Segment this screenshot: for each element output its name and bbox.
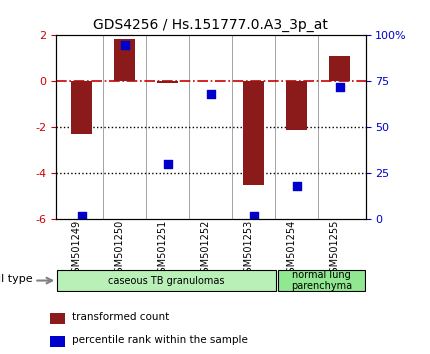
Text: GSM501252: GSM501252 (201, 219, 211, 279)
FancyBboxPatch shape (278, 270, 365, 291)
Text: GSM501250: GSM501250 (115, 219, 125, 279)
Bar (286, 81, 307, 130)
Text: GSM501249: GSM501249 (72, 219, 82, 279)
Bar (329, 56, 350, 81)
Text: caseous TB granulomas: caseous TB granulomas (108, 275, 225, 286)
Text: normal lung
parenchyma: normal lung parenchyma (291, 270, 352, 291)
Title: GDS4256 / Hs.151777.0.A3_3p_at: GDS4256 / Hs.151777.0.A3_3p_at (93, 18, 328, 32)
Point (336, 84, 343, 90)
Bar (50, 336, 65, 347)
Bar (50, 313, 65, 324)
Bar (243, 81, 264, 185)
Bar (157, 81, 178, 82)
FancyBboxPatch shape (57, 270, 276, 291)
Text: percentile rank within the sample: percentile rank within the sample (72, 335, 248, 345)
Point (293, 183, 300, 189)
Text: GSM501253: GSM501253 (244, 219, 254, 279)
Bar (114, 39, 135, 81)
Text: GSM501255: GSM501255 (330, 219, 340, 279)
Text: transformed count: transformed count (72, 312, 169, 322)
Point (78, 213, 85, 219)
Point (164, 161, 171, 167)
Text: GSM501254: GSM501254 (287, 219, 297, 279)
Text: cell type: cell type (0, 274, 33, 284)
Bar (71, 81, 92, 134)
Point (207, 91, 214, 97)
Point (121, 42, 128, 47)
Point (250, 213, 257, 219)
Text: GSM501251: GSM501251 (158, 219, 168, 279)
